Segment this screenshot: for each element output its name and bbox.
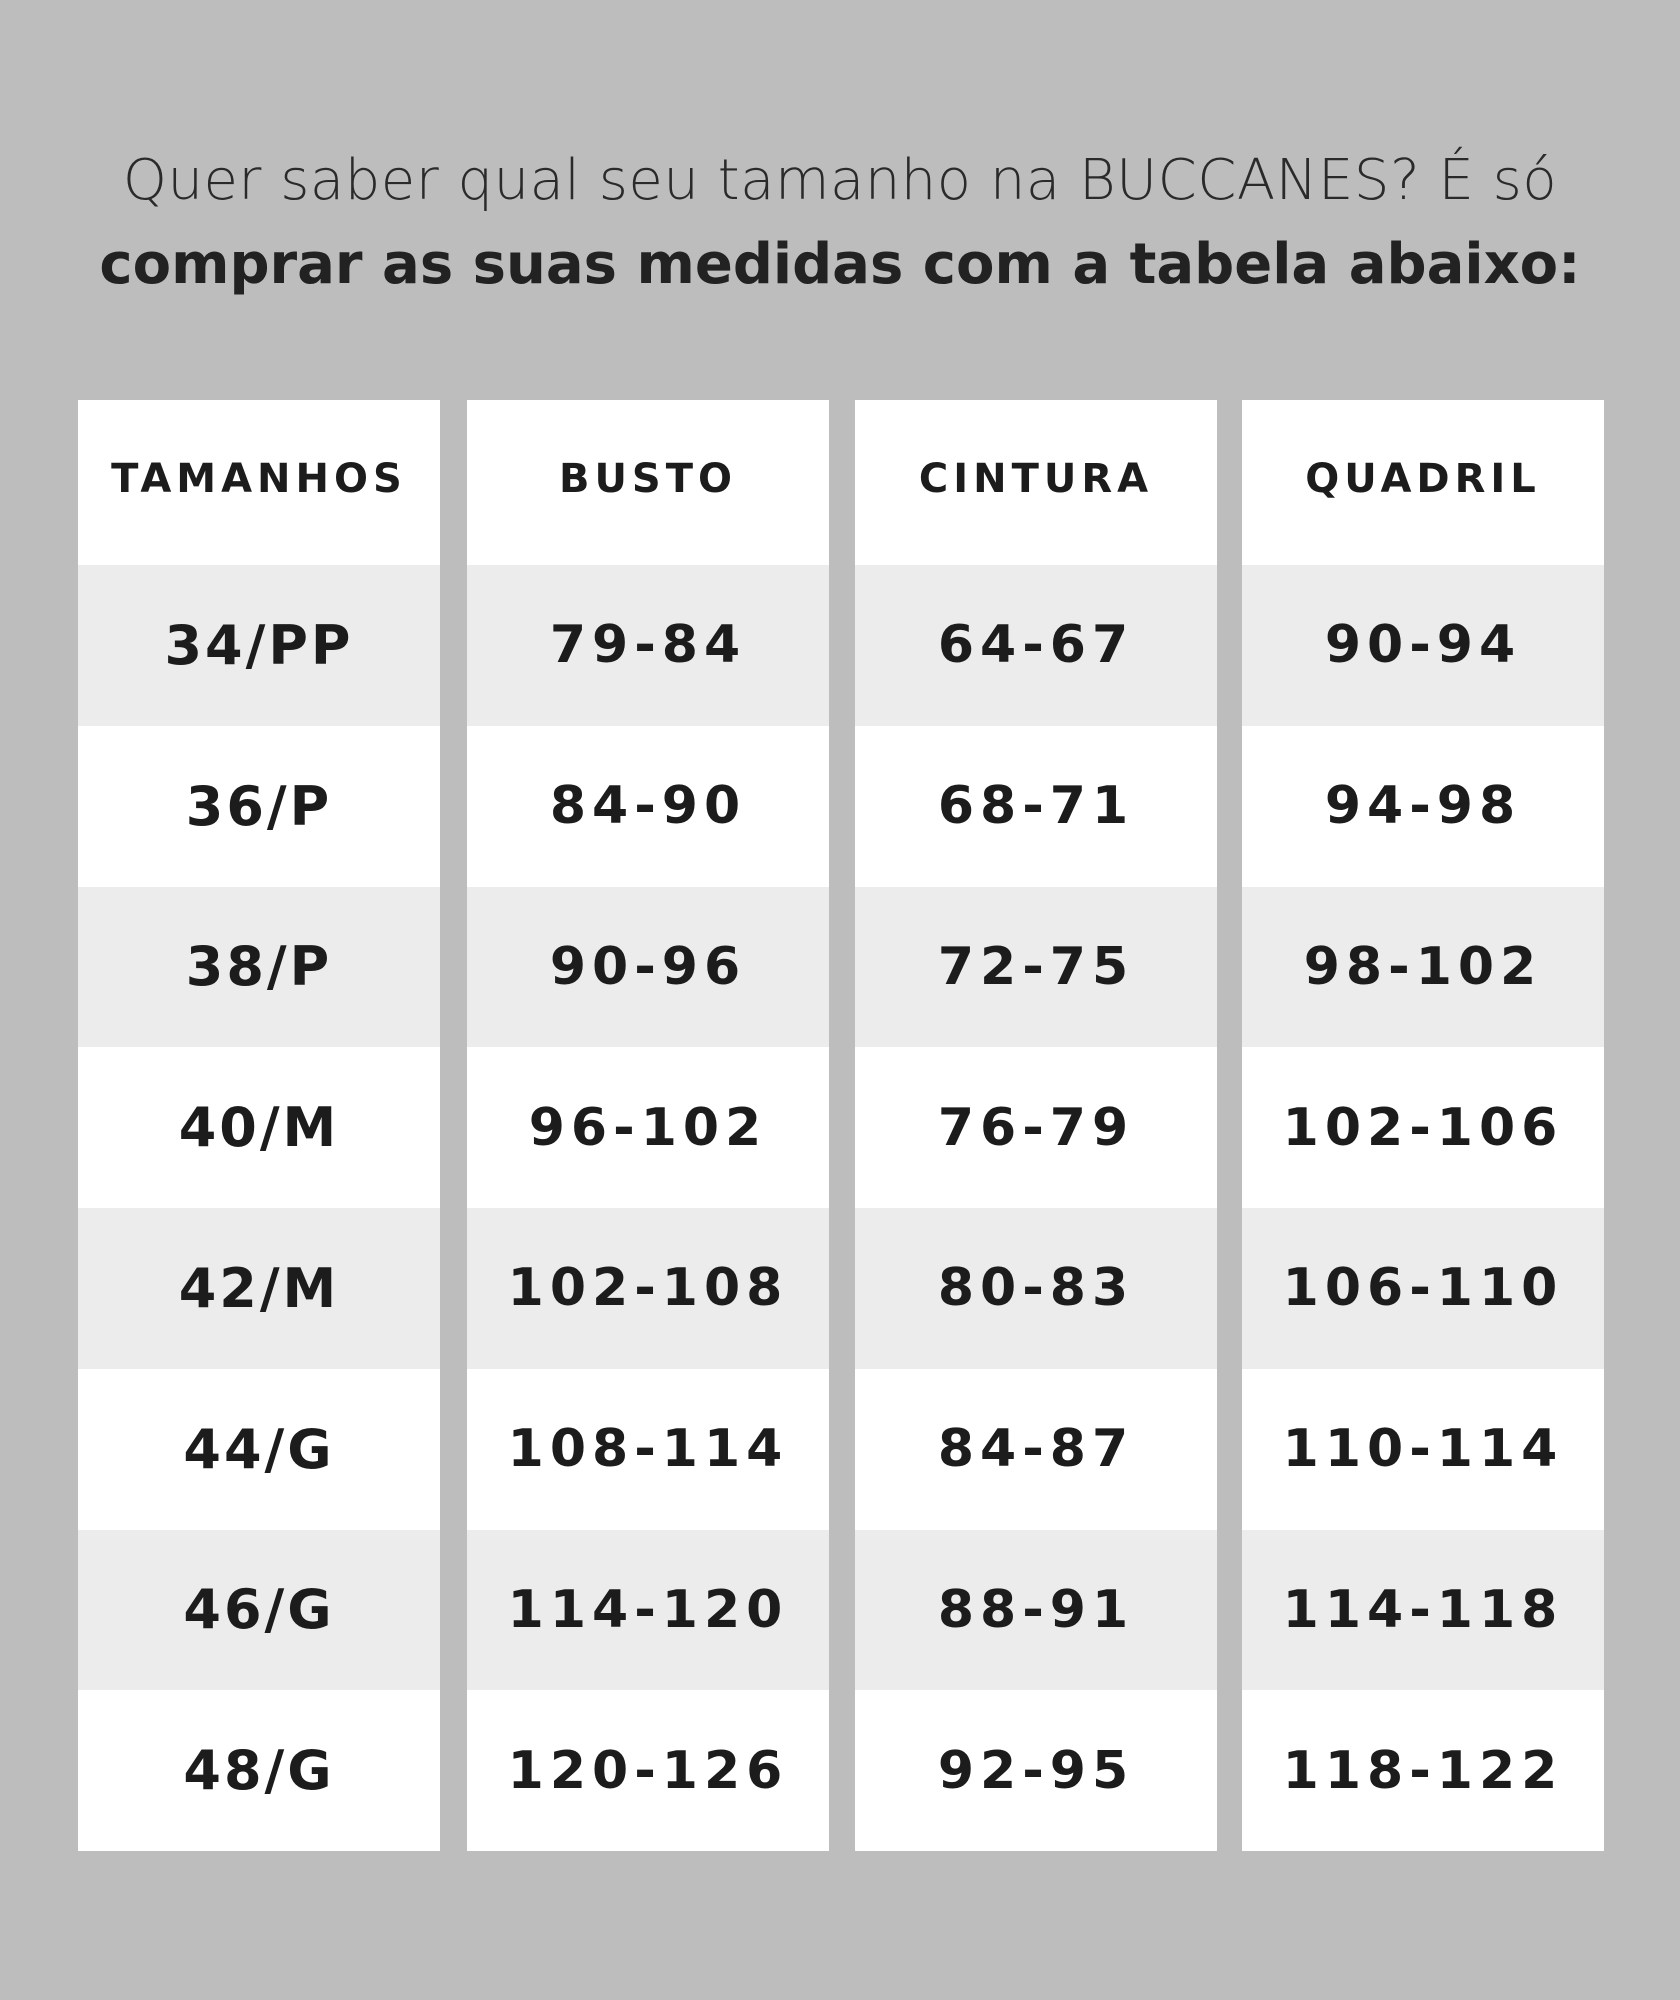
measurement-value: 92-95 — [937, 1740, 1135, 1801]
measurement-value: 110-114 — [1282, 1419, 1564, 1480]
measurement-value: 72-75 — [937, 936, 1135, 997]
measurement-value: 64-67 — [937, 615, 1135, 676]
table-cell: 90-96 — [467, 886, 829, 1048]
measurement-value: 106-110 — [1282, 1258, 1564, 1319]
size-label: 34/PP — [164, 613, 354, 677]
size-label: 42/M — [178, 1256, 340, 1320]
table-cell: 72-75 — [855, 886, 1217, 1048]
measurement-value: 120-126 — [507, 1740, 789, 1801]
table-cell: 36/P — [78, 725, 440, 887]
table-cell: 94-98 — [1242, 725, 1604, 887]
measurement-value: 84-90 — [549, 776, 747, 837]
measurement-value: 108-114 — [507, 1419, 789, 1480]
table-cell: 84-87 — [855, 1368, 1217, 1530]
column-tamanhos: TAMANHOS 34/PP 36/P 38/P 40/M 42/M 44/G 46/G 48/… — [78, 400, 440, 1851]
measurement-value: 96-102 — [528, 1097, 768, 1158]
measurement-value: 84-87 — [937, 1419, 1135, 1480]
column-header-label: TAMANHOS — [111, 456, 407, 502]
table-cell: 64-67 — [855, 565, 1217, 726]
table-cell: 84-90 — [467, 725, 829, 887]
measurement-value: 98-102 — [1303, 936, 1543, 997]
table-cell: 92-95 — [855, 1690, 1217, 1851]
measurement-value: 118-122 — [1282, 1740, 1564, 1801]
table-cell: 68-71 — [855, 725, 1217, 887]
column-header: QUADRIL — [1242, 400, 1604, 565]
size-label: 46/G — [183, 1578, 335, 1642]
size-label: 44/G — [183, 1417, 335, 1481]
table-cell: 98-102 — [1242, 886, 1604, 1048]
table-cell: 110-114 — [1242, 1368, 1604, 1530]
table-cell: 38/P — [78, 886, 440, 1048]
size-label: 40/M — [178, 1096, 340, 1160]
column-header: BUSTO — [467, 400, 829, 565]
table-cell: 106-110 — [1242, 1208, 1604, 1369]
table-cell: 102-108 — [467, 1208, 829, 1369]
measurement-value: 79-84 — [549, 615, 747, 676]
table-cell: 80-83 — [855, 1208, 1217, 1369]
heading-line-2: comprar as suas medidas com a tabela aba… — [99, 232, 1581, 297]
measurement-value: 80-83 — [937, 1258, 1135, 1319]
heading-line-1: Quer saber qual seu tamanho na BUCCANES?… — [122, 148, 1558, 213]
column-header: CINTURA — [855, 400, 1217, 565]
table-cell: 118-122 — [1242, 1690, 1604, 1851]
measurement-value: 90-96 — [549, 936, 747, 997]
size-label: 48/G — [183, 1739, 335, 1803]
measurement-value: 68-71 — [937, 776, 1135, 837]
table-cell: 114-118 — [1242, 1529, 1604, 1691]
table-cell: 46/G — [78, 1529, 440, 1691]
table-cell: 34/PP — [78, 565, 440, 726]
size-label: 36/P — [185, 774, 333, 838]
table-cell: 48/G — [78, 1690, 440, 1851]
table-cell: 114-120 — [467, 1529, 829, 1691]
column-header-label: QUADRIL — [1305, 456, 1541, 502]
column-header: TAMANHOS — [78, 400, 440, 565]
table-cell: 102-106 — [1242, 1047, 1604, 1208]
column-busto: BUSTO 79-84 84-90 90-96 96-102 102-108 108-114… — [467, 400, 829, 1851]
column-header-label: CINTURA — [918, 456, 1154, 502]
measurement-value: 102-108 — [507, 1258, 789, 1319]
table-cell: 42/M — [78, 1208, 440, 1369]
measurement-value: 88-91 — [937, 1579, 1135, 1640]
table-cell: 79-84 — [467, 565, 829, 726]
measurement-value: 90-94 — [1324, 615, 1522, 676]
measurement-value: 94-98 — [1324, 776, 1522, 837]
measurement-value: 114-118 — [1282, 1579, 1564, 1640]
table-cell: 76-79 — [855, 1047, 1217, 1208]
table-cell: 88-91 — [855, 1529, 1217, 1691]
table-cell: 90-94 — [1242, 565, 1604, 726]
table-cell: 108-114 — [467, 1368, 829, 1530]
column-cintura: CINTURA 64-67 68-71 72-75 76-79 80-83 84-87 88-… — [855, 400, 1217, 1851]
table-cell: 44/G — [78, 1368, 440, 1530]
table-cell: 96-102 — [467, 1047, 829, 1208]
size-label: 38/P — [185, 935, 333, 999]
measurement-value: 76-79 — [937, 1097, 1135, 1158]
measurement-value: 114-120 — [507, 1579, 789, 1640]
measurement-value: 102-106 — [1282, 1097, 1564, 1158]
column-header-label: BUSTO — [558, 456, 738, 502]
table-cell: 120-126 — [467, 1690, 829, 1851]
table-cell: 40/M — [78, 1047, 440, 1208]
column-quadril: QUADRIL 90-94 94-98 98-102 102-106 106-110 110… — [1242, 400, 1604, 1851]
